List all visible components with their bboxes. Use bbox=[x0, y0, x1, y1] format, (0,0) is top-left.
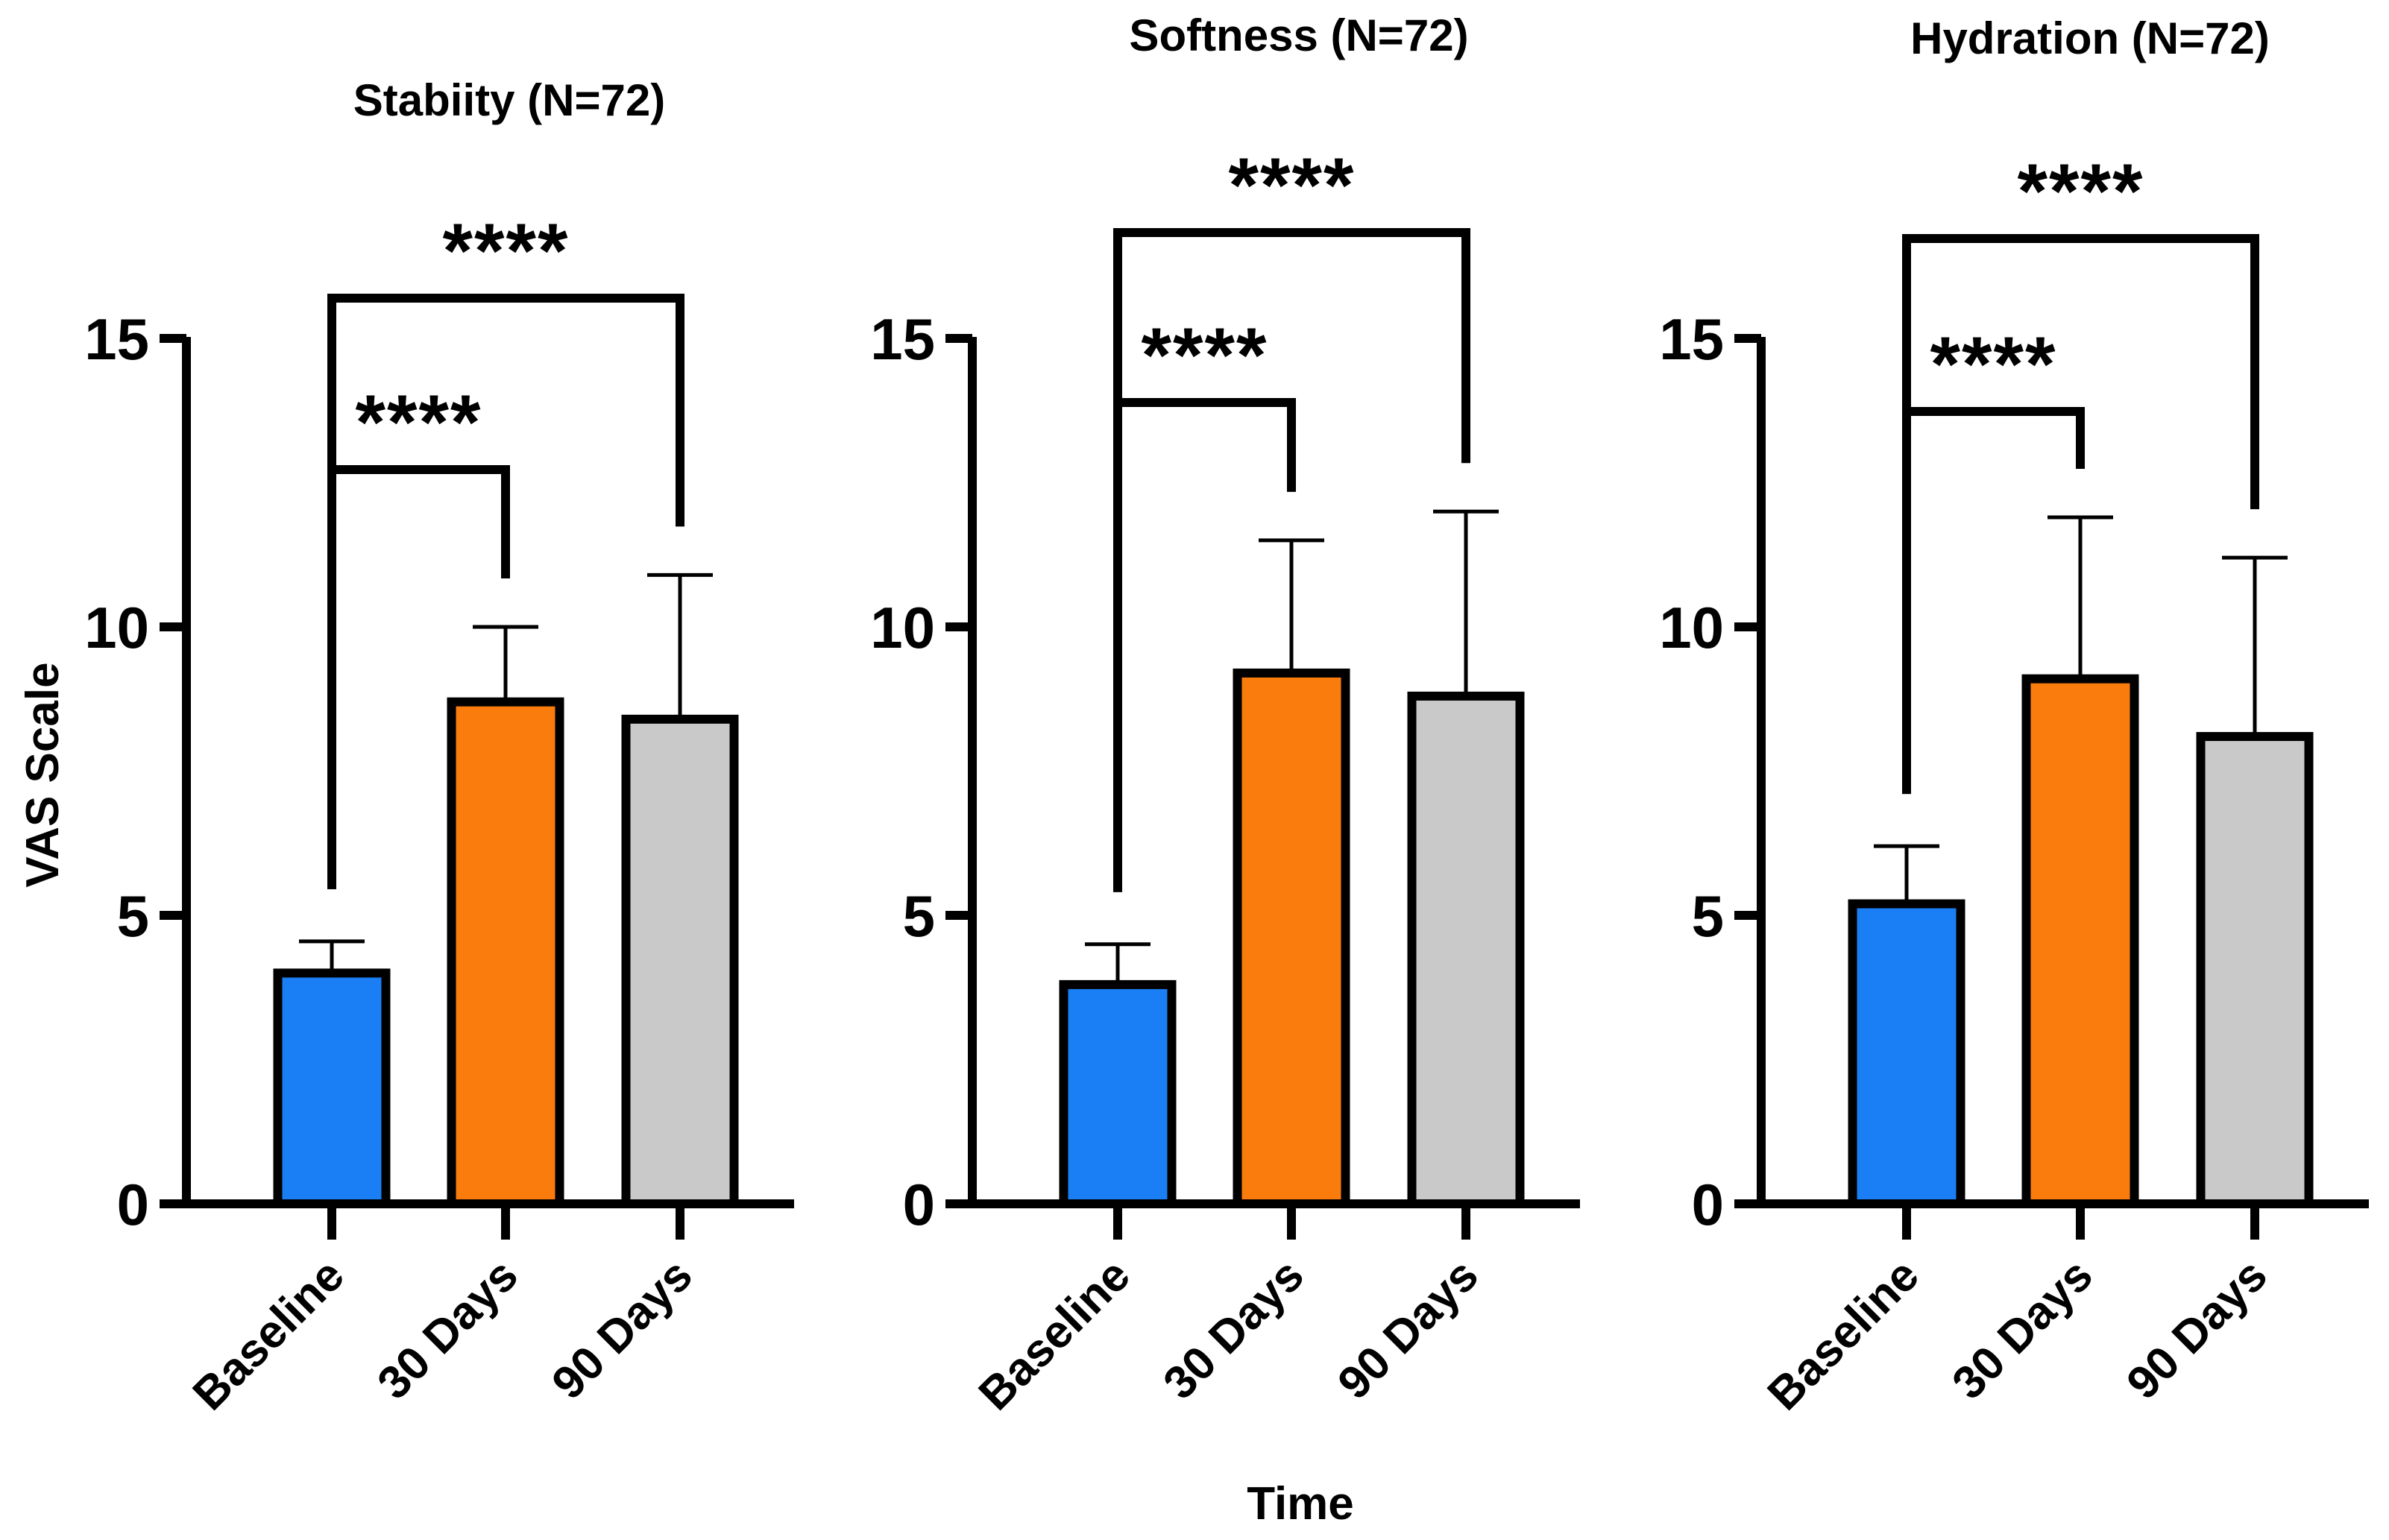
y-tick-label: 5 bbox=[903, 883, 935, 949]
y-tick-label: 0 bbox=[117, 1172, 149, 1237]
bar-30-days bbox=[2021, 674, 2139, 1208]
category-label: 30 Days bbox=[368, 1249, 528, 1410]
significance-bracket bbox=[1902, 234, 2259, 795]
y-tick-label: 5 bbox=[117, 883, 149, 949]
category-label: 90 Days bbox=[1328, 1249, 1488, 1410]
panel-2: Softness (N=72) 0 5 10 15 Baseline 30 Days 90 D… bbox=[870, 10, 1580, 1530]
category-label: 30 Days bbox=[1153, 1249, 1314, 1410]
category-label: Baseline bbox=[1758, 1249, 1929, 1420]
y-tick-label: 15 bbox=[870, 306, 935, 372]
y-tick-label: 15 bbox=[84, 306, 149, 372]
panel-title: Hydration (N=72) bbox=[1910, 13, 2270, 63]
category-label: 90 Days bbox=[542, 1249, 702, 1410]
bar-90-days bbox=[1407, 691, 1525, 1208]
y-tick-label: 0 bbox=[903, 1172, 935, 1237]
y-tick-label: 10 bbox=[84, 595, 149, 660]
significance-bracket bbox=[1113, 228, 1470, 892]
bar-90-days bbox=[621, 714, 739, 1208]
significance-label: **** bbox=[356, 379, 482, 466]
panel-1: Stabiity (N=72) 0 5 10 15 VAS Scale Baseline 30… bbox=[17, 75, 794, 1420]
category-label: 90 Days bbox=[2117, 1249, 2277, 1410]
bar-baseline bbox=[1059, 979, 1177, 1208]
panel-3: Hydration (N=72) 0 5 10 15 Baseline 30 Days 90 … bbox=[1659, 13, 2369, 1420]
category-label: Baseline bbox=[969, 1249, 1140, 1420]
y-tick-label: 10 bbox=[1659, 595, 1724, 660]
panel-title: Stabiity (N=72) bbox=[353, 75, 665, 125]
category-label: 30 Days bbox=[1942, 1249, 2103, 1410]
bar-30-days bbox=[447, 697, 564, 1208]
significance-label: **** bbox=[1930, 321, 2057, 408]
significance-label: **** bbox=[1229, 142, 1356, 229]
bar-baseline bbox=[273, 968, 391, 1209]
category-label: Baseline bbox=[183, 1249, 354, 1420]
significance-label: **** bbox=[2018, 148, 2144, 235]
bar-baseline bbox=[1848, 899, 1965, 1209]
significance-bracket bbox=[327, 294, 684, 889]
y-tick-label: 10 bbox=[870, 595, 935, 660]
significance-label: **** bbox=[1142, 312, 1268, 399]
y-axis-label: VAS Scale bbox=[17, 662, 69, 887]
y-tick-label: 0 bbox=[1692, 1172, 1724, 1237]
x-axis-label: Time bbox=[1247, 1478, 1354, 1530]
y-tick-label: 15 bbox=[1659, 306, 1724, 372]
y-tick-label: 5 bbox=[1692, 883, 1724, 949]
bar-30-days bbox=[1233, 668, 1350, 1208]
panel-title: Softness (N=72) bbox=[1129, 10, 1468, 60]
bar-90-days bbox=[2196, 732, 2314, 1208]
significance-label: **** bbox=[443, 208, 570, 294]
